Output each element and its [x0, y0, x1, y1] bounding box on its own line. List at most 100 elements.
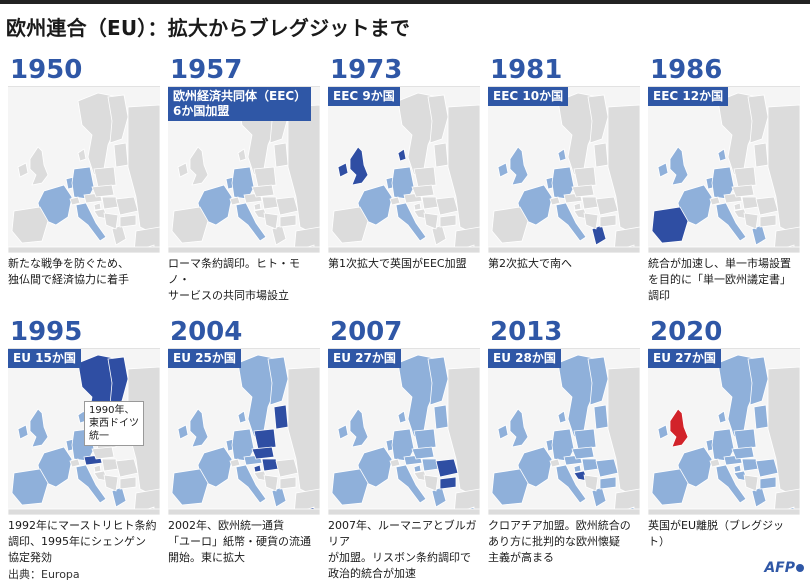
caption-line: を目的に「単一欧州議定書」	[648, 273, 791, 286]
panel-year: 2020	[650, 317, 723, 347]
map-region-poland	[253, 428, 277, 450]
map-region-italy	[395, 464, 427, 504]
map-region-slovenia	[413, 464, 422, 473]
member-count-label: EU 25か国	[168, 349, 241, 368]
member-count-label: EEC 9か国	[328, 87, 400, 106]
caption-line: 「ユーロ」紙幣・硬貨の流通	[168, 535, 311, 548]
map-region-africa	[328, 246, 480, 253]
panel-caption: 2007年、ルーマニアとブルガリア が加盟。リスボン条約調印で 政治的統合が加速	[328, 518, 480, 582]
map-region-romania	[595, 196, 619, 216]
caption-line: 新たな戦争を防ぐため、	[8, 257, 129, 270]
map-region-africa	[168, 508, 320, 515]
europe-map-svg	[648, 354, 800, 515]
map-region-czsk	[251, 184, 275, 198]
map-region-bulgaria	[119, 476, 137, 490]
map-region-switz	[549, 196, 561, 206]
map-region-uk	[669, 146, 689, 186]
panel-year: 2007	[330, 317, 403, 347]
europe-map-svg	[168, 354, 320, 515]
map-region-poland	[253, 166, 277, 188]
map-region-ireland	[337, 162, 349, 178]
europe-map: EU 27か国	[328, 348, 480, 515]
europe-map-svg	[8, 92, 160, 253]
caption-line: 開始。東に拡大	[168, 551, 245, 564]
map-region-denmark	[397, 148, 407, 162]
map-region-slovenia	[573, 464, 582, 473]
map-region-africa	[8, 508, 160, 515]
europe-map: EEC 12か国	[648, 86, 800, 253]
map-region-czsk	[251, 446, 275, 460]
map-region-slovenia	[93, 464, 102, 473]
map-region-eastland	[767, 366, 800, 500]
map-region-romania	[275, 458, 299, 478]
panel-year: 2004	[170, 317, 243, 347]
map-region-romania	[275, 196, 299, 216]
europe-map: EU 15か国 1990年、 東西ドイツ 統一	[8, 348, 160, 515]
map-region-denmark	[397, 410, 407, 424]
map-region-slovenia	[253, 464, 262, 473]
map-region-africa	[488, 508, 640, 515]
map-region-uk	[669, 408, 689, 448]
europe-map: EU 28か国	[488, 348, 640, 515]
map-region-finland	[107, 94, 129, 144]
map-region-balkans	[103, 474, 119, 492]
map-region-finland	[587, 356, 609, 406]
map-region-poland	[413, 166, 437, 188]
map-region-italy	[555, 464, 587, 504]
map-region-france	[517, 184, 553, 226]
europe-map: 欧州経済共同体（EEC） 6か国加盟	[168, 86, 320, 253]
map-region-balkans	[423, 212, 439, 230]
map-region-poland	[733, 166, 757, 188]
caption-line: 調印、1995年にシェンゲン	[8, 535, 146, 548]
map-region-greece	[111, 224, 127, 246]
europe-map	[8, 86, 160, 253]
caption-line: 1992年にマーストリヒト条約	[8, 519, 157, 532]
map-region-denmark	[557, 410, 567, 424]
map-region-greece	[111, 486, 127, 508]
map-region-slovenia	[733, 464, 742, 473]
map-region-baltics	[273, 142, 289, 168]
map-region-italy	[715, 464, 747, 504]
panel-year: 2013	[490, 317, 563, 347]
map-region-denmark	[237, 148, 247, 162]
map-region-eastland	[287, 104, 320, 238]
member-count-label-line: 6か国加盟	[173, 104, 230, 118]
map-region-bulgaria	[279, 476, 297, 490]
map-region-iberia	[491, 206, 529, 244]
europe-map-svg	[648, 92, 800, 253]
map-region-switz	[69, 196, 81, 206]
map-region-italy	[715, 202, 747, 242]
map-region-italy	[75, 202, 107, 242]
map-region-romania	[755, 196, 779, 216]
map-region-czsk	[571, 184, 595, 198]
map-region-slovenia	[93, 202, 102, 211]
caption-line: 2007年、ルーマニアとブルガリア	[328, 519, 477, 548]
map-region-baltics	[753, 142, 769, 168]
map-region-ireland	[177, 424, 189, 440]
map-region-bulgaria	[439, 214, 457, 228]
europe-map: EEC 10か国	[488, 86, 640, 253]
panel-year: 1986	[650, 55, 723, 85]
map-region-greece	[271, 486, 287, 508]
panel-year: 1973	[330, 55, 403, 85]
map-region-africa	[648, 246, 800, 253]
map-region-iberia	[651, 206, 689, 244]
map-region-italy	[555, 202, 587, 242]
map-region-czsk	[411, 446, 435, 460]
map-region-iberia	[11, 206, 49, 244]
map-region-poland	[733, 428, 757, 450]
map-region-eastland	[127, 104, 160, 238]
panel-caption: 第2次拡大で南へ	[488, 256, 640, 272]
caption-line: 独仏間で経済協力に着手	[8, 273, 129, 286]
map-region-ireland	[17, 424, 29, 440]
map-region-switz	[229, 458, 241, 468]
map-region-switz	[69, 458, 81, 468]
member-count-label-line: 欧州経済共同体（EEC）	[173, 89, 307, 103]
page-title: 欧州連合（EU）：拡大からブレグジットまで	[6, 16, 411, 40]
panel-year: 1995	[10, 317, 83, 347]
map-region-slovenia	[413, 202, 422, 211]
member-count-label: 欧州経済共同体（EEC） 6か国加盟	[168, 87, 312, 121]
map-region-bulgaria	[439, 476, 457, 490]
map-region-italy	[235, 464, 267, 504]
map-region-romania	[435, 458, 459, 478]
